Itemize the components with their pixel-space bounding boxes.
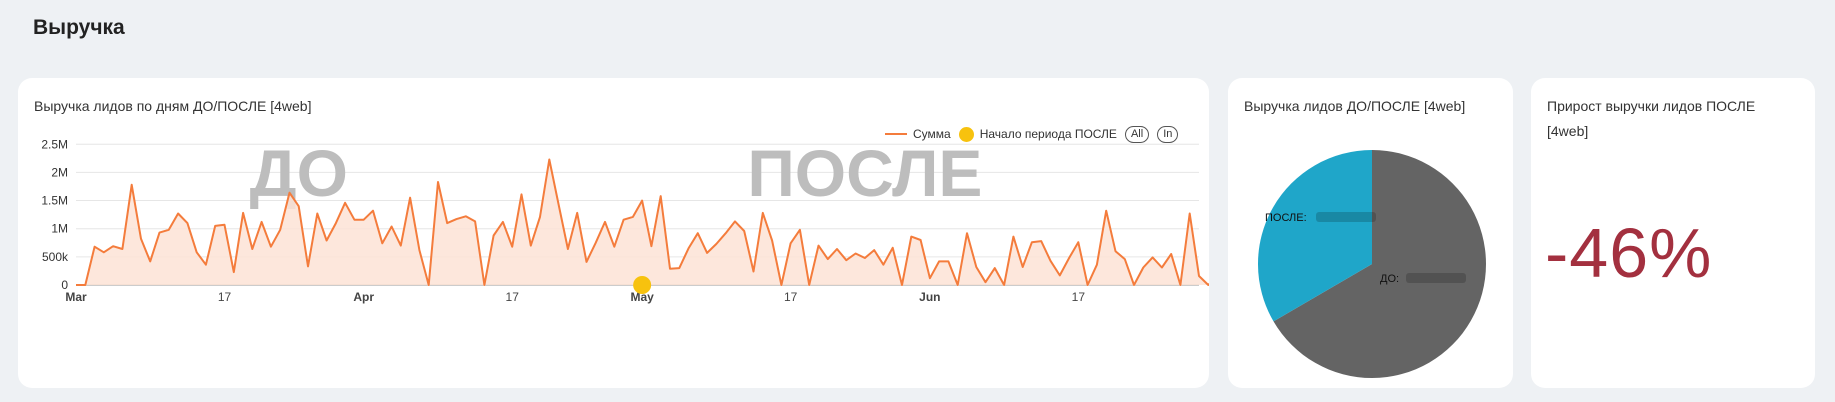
legend-series-label: Сумма	[913, 127, 951, 141]
after-period-start-marker	[633, 276, 652, 294]
revenue-growth-title: Прирост выручки лидов ПОСЛЕ [4web]	[1547, 98, 1756, 139]
blurred-value-mask	[1316, 212, 1376, 222]
section-title: Выручка	[33, 16, 125, 39]
revenue-split-card: Выручка лидов ДО/ПОСЛЕ [4web] ДО: ПОСЛЕ:	[1228, 78, 1513, 388]
dot-swatch-icon	[958, 126, 974, 142]
x-tick-label: Jun	[919, 290, 940, 304]
legend-marker-after-start[interactable]: Начало периода ПОСЛЕ	[958, 126, 1117, 142]
series-line-sum	[76, 158, 1209, 286]
daily-revenue-chart: 0 500k 1M 1.5M 2M 2.5M ДО ПОСЛЕ Mar 17 Apr 17 May 17 J…	[41, 136, 1209, 304]
line-swatch-icon	[885, 133, 907, 135]
daily-revenue-card: Выручка лидов по дням ДО/ПОСЛЕ [4web] Су…	[18, 78, 1209, 388]
x-tick-label: Mar	[65, 290, 87, 304]
y-tick-label: 0	[61, 278, 68, 292]
legend-marker-label: Начало периода ПОСЛЕ	[979, 127, 1117, 141]
y-tick-label: 2.5M	[41, 137, 68, 151]
y-tick-label: 1M	[51, 222, 68, 236]
x-tick-label: 17	[506, 290, 520, 304]
x-tick-label: 17	[784, 290, 798, 304]
y-tick-label: 500k	[42, 250, 69, 264]
revenue-split-title: Выручка лидов ДО/ПОСЛЕ [4web]	[1244, 98, 1466, 114]
y-tick-label: 2M	[51, 165, 68, 179]
x-tick-label: Apr	[353, 290, 374, 304]
pie-label-before: ДО:	[1380, 273, 1399, 285]
x-tick-label: 17	[1072, 290, 1086, 304]
blurred-value-mask	[1406, 273, 1466, 283]
x-tick-label: May	[630, 290, 654, 304]
x-tick-label: 17	[218, 290, 232, 304]
revenue-growth-value: -46%	[1545, 214, 1713, 292]
revenue-growth-card: Прирост выручки лидов ПОСЛЕ [4web] -46%	[1531, 78, 1815, 388]
series-area-sum	[76, 159, 1209, 285]
pie-slice-after	[1257, 150, 1372, 322]
y-tick-label: 1.5M	[41, 194, 68, 208]
revenue-split-pie: ДО: ПОСЛЕ:	[1257, 150, 1486, 378]
daily-revenue-title: Выручка лидов по дням ДО/ПОСЛЕ [4web]	[34, 98, 312, 114]
range-in-button[interactable]: In	[1157, 125, 1179, 143]
pie-label-after: ПОСЛЕ:	[1265, 212, 1307, 224]
watermark-before: ДО	[250, 136, 348, 210]
legend-series-sum[interactable]: Сумма	[885, 127, 951, 141]
pie-slice-before	[1273, 150, 1486, 378]
chart-legend: Сумма Начало периода ПОСЛЕ All In	[885, 124, 1195, 144]
watermark-after: ПОСЛЕ	[747, 136, 982, 210]
range-all-button[interactable]: All	[1124, 125, 1150, 143]
